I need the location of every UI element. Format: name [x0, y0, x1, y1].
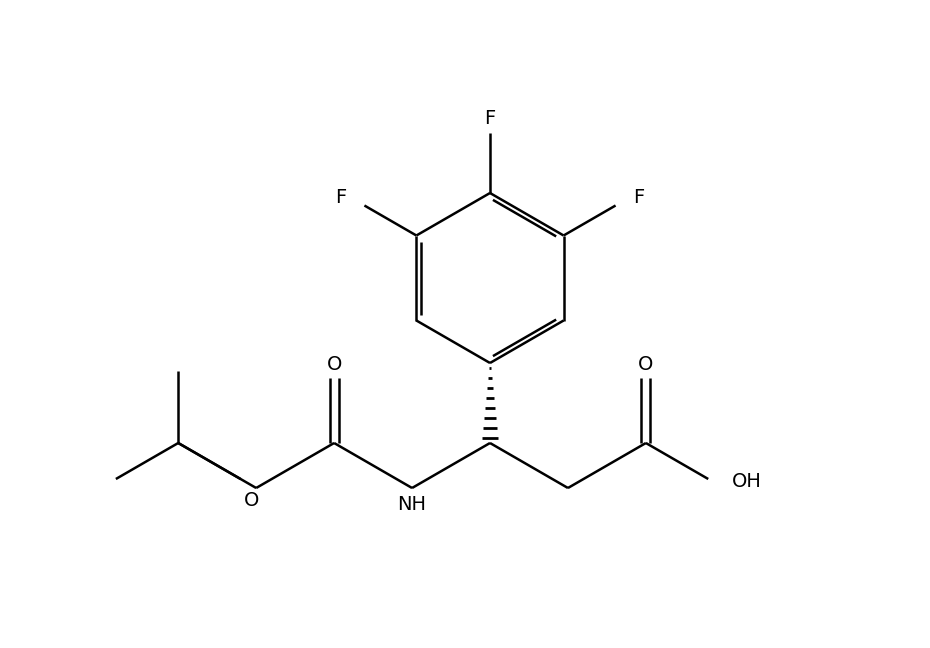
Text: F: F — [335, 188, 347, 207]
Text: NH: NH — [397, 494, 427, 513]
Text: O: O — [638, 354, 654, 373]
Text: O: O — [244, 491, 259, 509]
Text: F: F — [633, 188, 644, 207]
Text: F: F — [485, 110, 496, 128]
Text: O: O — [326, 354, 342, 373]
Text: OH: OH — [732, 472, 762, 491]
